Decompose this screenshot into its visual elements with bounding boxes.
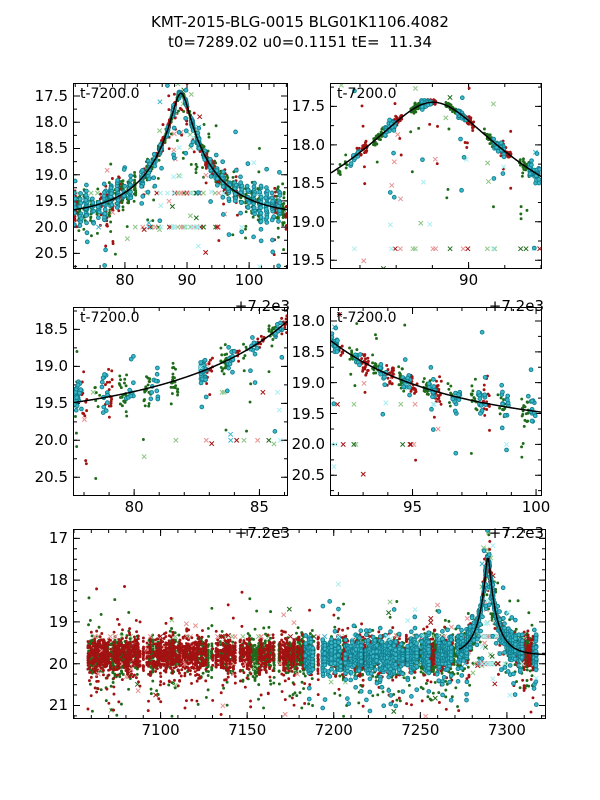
x-tick-label: 90 — [459, 271, 479, 289]
panel-top-right-canvas — [331, 84, 541, 268]
x-tick-label: 7250 — [401, 721, 440, 739]
panel-mid-left-canvas — [74, 308, 287, 495]
y-tick-label: 19.5 — [34, 394, 68, 413]
panel-bottom-full-lightcurve — [73, 529, 546, 719]
x-tick-label: 80 — [115, 271, 135, 289]
panel-top-left-canvas — [74, 84, 287, 268]
y-tick-label: 19.5 — [291, 251, 325, 270]
y-tick-label: 18.5 — [291, 342, 325, 361]
panel-top-right: t-7200.0 — [330, 83, 542, 269]
y-tick-label: 19.0 — [34, 165, 68, 184]
x-tick-label: 85 — [249, 498, 269, 516]
y-tick-label: 20.0 — [291, 435, 325, 454]
y-tick-label: 21 — [48, 696, 68, 715]
time-offset-note: t-7200.0 — [80, 310, 140, 326]
time-offset-note: t-7200.0 — [80, 86, 140, 102]
y-tick-label: 19.0 — [291, 212, 325, 231]
panel-top-left: t-7200.0 — [73, 83, 288, 269]
y-tick-label: 19.5 — [34, 191, 68, 210]
x-tick-label: 7300 — [487, 721, 526, 739]
figure-title: KMT-2015-BLG-0015 BLG01K1106.4082 — [151, 13, 449, 31]
y-tick-label: 19.0 — [291, 373, 325, 392]
y-tick-label: 20.0 — [34, 431, 68, 450]
y-tick-label: 17.5 — [291, 97, 325, 116]
y-tick-label: 20.5 — [291, 466, 325, 485]
x-tick-label: 7150 — [228, 721, 267, 739]
panel-mid-left: t-7200.0 — [73, 307, 288, 496]
y-tick-label: 18 — [48, 571, 68, 590]
x-tick-label: 80 — [124, 498, 144, 516]
x-tick-label: 100 — [521, 498, 551, 516]
y-tick-label: 20.5 — [34, 244, 68, 263]
time-offset-note: t-7200.0 — [337, 86, 397, 102]
panel-mid-right: t-7200.0 — [330, 307, 542, 496]
y-tick-label: 19.0 — [34, 357, 68, 376]
y-tick-label: 18.0 — [291, 311, 325, 330]
y-tick-label: 17.5 — [34, 87, 68, 106]
y-tick-label: 18.5 — [34, 320, 68, 339]
y-tick-label: 20.0 — [34, 218, 68, 237]
x-tick-label: 7100 — [141, 721, 180, 739]
y-tick-label: 20.5 — [34, 468, 68, 487]
x-tick-label: 100 — [234, 271, 264, 289]
x-axis-offset-label: +7.2e3 — [234, 297, 290, 315]
y-tick-label: 18.0 — [291, 135, 325, 154]
y-tick-label: 20 — [48, 654, 68, 673]
figure-subtitle: t0=7289.02 u0=0.1151 tE= 11.34 — [167, 33, 433, 51]
y-tick-label: 18.0 — [34, 113, 68, 132]
x-tick-label: 90 — [177, 271, 197, 289]
y-tick-label: 18.5 — [34, 139, 68, 158]
x-tick-label: 95 — [402, 498, 423, 516]
panel-bottom-canvas — [74, 530, 545, 718]
x-tick-label: 7200 — [314, 721, 353, 739]
x-axis-offset-label: +7.2e3 — [234, 524, 290, 542]
x-axis-offset-label: +7.2e3 — [488, 524, 544, 542]
y-tick-label: 17 — [48, 529, 68, 548]
y-tick-label: 18.5 — [291, 174, 325, 193]
y-tick-label: 19.5 — [291, 404, 325, 423]
x-axis-offset-label: +7.2e3 — [488, 297, 544, 315]
y-tick-label: 19 — [48, 612, 68, 631]
time-offset-note: t-7200.0 — [337, 310, 397, 326]
panel-mid-right-canvas — [331, 308, 541, 495]
